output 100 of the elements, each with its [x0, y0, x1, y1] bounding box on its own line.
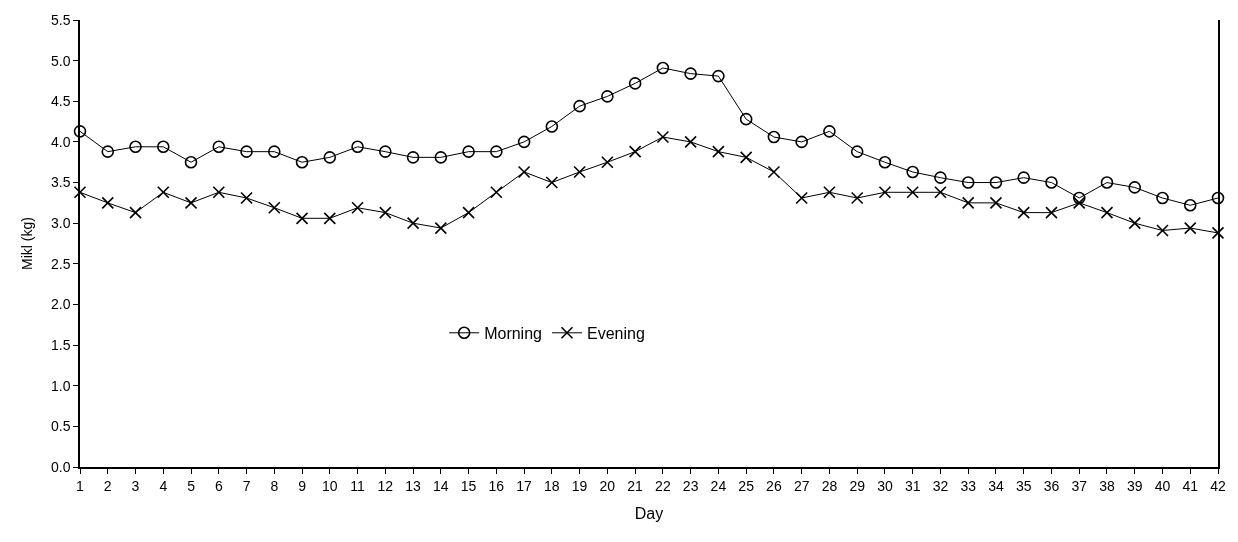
x-tick-label: 9 — [298, 477, 307, 494]
point — [628, 145, 642, 158]
point — [406, 216, 420, 230]
x-tick-label: 37 — [1071, 477, 1088, 494]
point — [823, 186, 836, 199]
point — [517, 135, 531, 149]
y-tick-label: 3.0 — [50, 215, 71, 232]
point — [739, 151, 753, 164]
x-tick-label: 32 — [932, 477, 949, 494]
point — [267, 145, 281, 158]
y-tick-label: 1.0 — [50, 377, 71, 394]
point — [240, 191, 253, 205]
point — [850, 191, 864, 205]
point — [490, 145, 503, 158]
point — [212, 140, 226, 154]
y-tick-label: 0.5 — [50, 418, 71, 435]
x-tick-label: 25 — [738, 477, 755, 494]
x-tick-label: 17 — [516, 477, 533, 494]
y-tick-label: 4.0 — [50, 133, 71, 150]
y-tick-label: 3.5 — [50, 174, 71, 191]
x-tick-label: 38 — [1099, 477, 1115, 494]
x-tick-label: 12 — [377, 477, 394, 494]
point — [712, 69, 725, 83]
x-tick-label: 5 — [187, 477, 196, 494]
x-tick-label: 28 — [821, 477, 838, 494]
point — [656, 130, 670, 144]
x-tick-label: 39 — [1126, 477, 1143, 494]
point — [295, 155, 309, 169]
point — [1072, 191, 1086, 205]
x-tick-label: 11 — [350, 477, 366, 494]
point — [406, 151, 420, 164]
point — [545, 120, 559, 133]
x-tick-label: 19 — [571, 477, 588, 494]
point — [1156, 191, 1169, 205]
point — [1156, 224, 1169, 237]
point — [156, 140, 170, 154]
point — [1128, 181, 1142, 194]
x-tick-label: 36 — [1043, 477, 1060, 494]
point — [295, 212, 309, 225]
point — [1128, 216, 1142, 230]
point — [490, 186, 503, 199]
point — [961, 176, 975, 189]
x-tick-label: 24 — [710, 477, 727, 494]
point — [767, 165, 781, 179]
point — [934, 186, 947, 199]
legend-label: Evening — [586, 325, 645, 343]
x-tick-label: 35 — [1015, 477, 1032, 494]
x-tick-label: 26 — [766, 477, 782, 494]
point — [823, 125, 836, 138]
point — [1211, 191, 1225, 205]
point — [379, 206, 392, 219]
point — [712, 145, 725, 158]
x-tick-label: 21 — [627, 477, 644, 494]
point — [850, 145, 864, 158]
point — [795, 191, 808, 205]
y-tick-label: 4.5 — [50, 93, 71, 110]
point — [601, 90, 614, 103]
y-tick-label: 5.0 — [50, 52, 71, 69]
point — [101, 196, 115, 210]
x-tick-label: 40 — [1154, 477, 1171, 494]
point — [434, 151, 448, 164]
point — [1211, 226, 1225, 240]
point — [323, 212, 337, 225]
point — [212, 186, 226, 199]
point — [267, 201, 281, 215]
x-tick-label: 29 — [849, 477, 866, 494]
point — [961, 196, 975, 210]
y-tick-label: 0.0 — [50, 458, 71, 475]
y-tick-label: 1.5 — [50, 336, 71, 353]
x-tick-label: 30 — [877, 477, 893, 494]
x-tick-label: 27 — [793, 477, 810, 494]
point — [656, 61, 670, 75]
point — [573, 99, 586, 113]
point — [628, 77, 642, 90]
point — [462, 145, 475, 158]
point — [573, 165, 586, 179]
x-tick-label: 2 — [103, 477, 112, 494]
point — [989, 196, 1003, 210]
point — [1017, 171, 1031, 184]
x-tick-label: 33 — [960, 477, 977, 494]
point — [129, 140, 142, 154]
y-axis-title: Mikl (kg) — [19, 217, 36, 270]
point — [545, 176, 559, 189]
x-tick-label: 41 — [1182, 477, 1199, 494]
point — [1100, 176, 1114, 189]
point — [601, 155, 614, 169]
x-axis-title: Day — [634, 504, 664, 522]
y-tick-label: 5.5 — [50, 11, 71, 28]
point — [795, 135, 808, 149]
point — [351, 201, 364, 215]
point — [989, 176, 1003, 189]
x-tick-label: 4 — [159, 477, 168, 494]
x-tick-label: 31 — [904, 477, 921, 494]
point — [739, 112, 753, 126]
point — [184, 155, 198, 169]
point — [184, 196, 198, 210]
x-tick-label: 6 — [214, 477, 223, 494]
legend-label: Morning — [484, 325, 542, 343]
point — [684, 67, 697, 80]
point — [156, 186, 170, 199]
